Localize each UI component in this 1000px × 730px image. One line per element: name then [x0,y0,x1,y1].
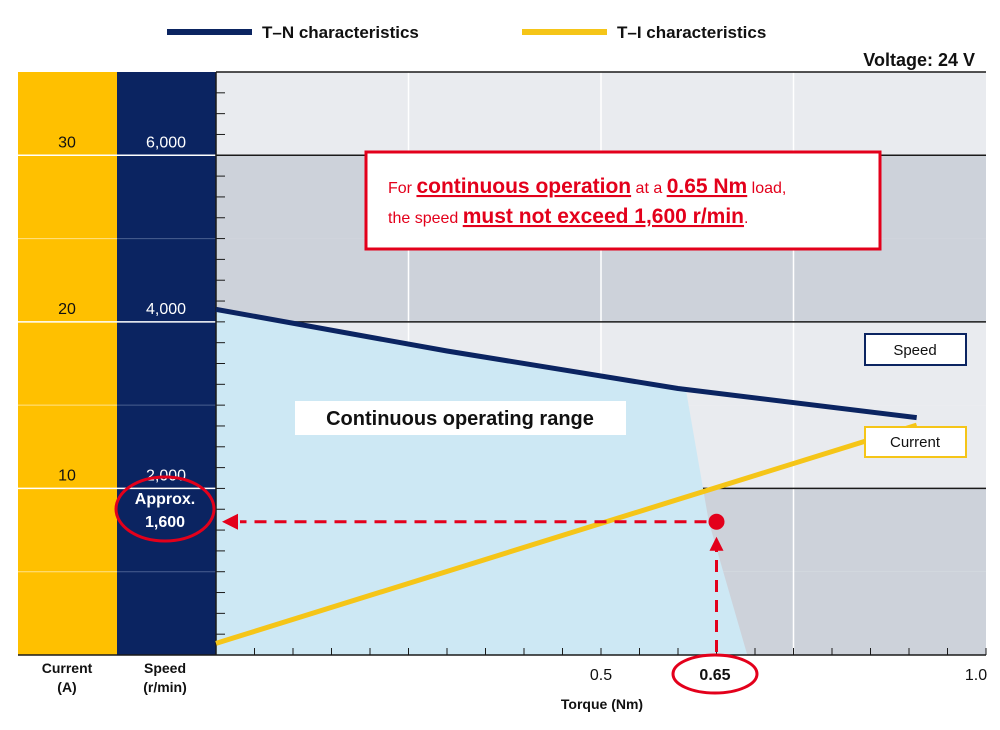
speed-tick-label: 4,000 [146,301,186,318]
current-axis-unit: (A) [57,679,76,695]
voltage-label: Voltage: 24 V [863,50,975,70]
axis-column-lines [18,154,216,573]
current-tick-label: 30 [58,134,76,151]
speed-tick-label: 6,000 [146,134,186,151]
torque-highlight-label: 0.65 [699,667,730,684]
dashed-guide-arrowhead-left [222,513,238,530]
legend-ti-label: T–I characteristics [617,23,766,42]
torque-axis-title: Torque (Nm) [561,696,643,712]
current-line [215,422,918,646]
torque-tick-label: 1.0 [965,667,987,684]
speed-minor-ticks [18,72,987,656]
approx-speed-ellipse [114,475,216,543]
continuous-range-label-box [295,401,626,435]
speed-axis-title: Speed [144,660,186,676]
current-axis-column [18,72,117,655]
callout-line-2: the speed must not exceed 1,600 r/min. [388,205,748,228]
current-tick-label: 20 [58,301,76,318]
speed-box-label: Speed [893,342,936,359]
speed-box [864,333,967,366]
speed-axis-column [117,72,216,655]
torque-highlight-ellipse [671,653,759,695]
current-box [864,426,967,458]
torque-tick-label: 0.5 [590,667,612,684]
callout-box [364,150,882,251]
current-box-label: Current [890,434,941,451]
legend-tn-label: T–N characteristics [262,23,419,42]
continuous-range-label: Continuous operating range [326,408,594,430]
torque-tick-labels: 0.5 1.0 [590,667,987,684]
speed-axis-unit: (r/min) [143,679,187,695]
approx-label-line-1: Approx. [135,491,195,508]
callout-line-1: For continuous operation at a 0.65 Nm lo… [388,175,786,198]
current-tick-label: 10 [58,467,76,484]
speed-line [215,306,918,421]
dashed-guide-arrowhead-up [709,536,724,551]
current-axis-title: Current [42,660,93,676]
highlight-point [708,513,725,530]
continuous-range-area [216,309,748,655]
current-tick-labels: 30 20 10 [58,134,76,484]
approx-label-line-2: 1,600 [145,514,185,531]
